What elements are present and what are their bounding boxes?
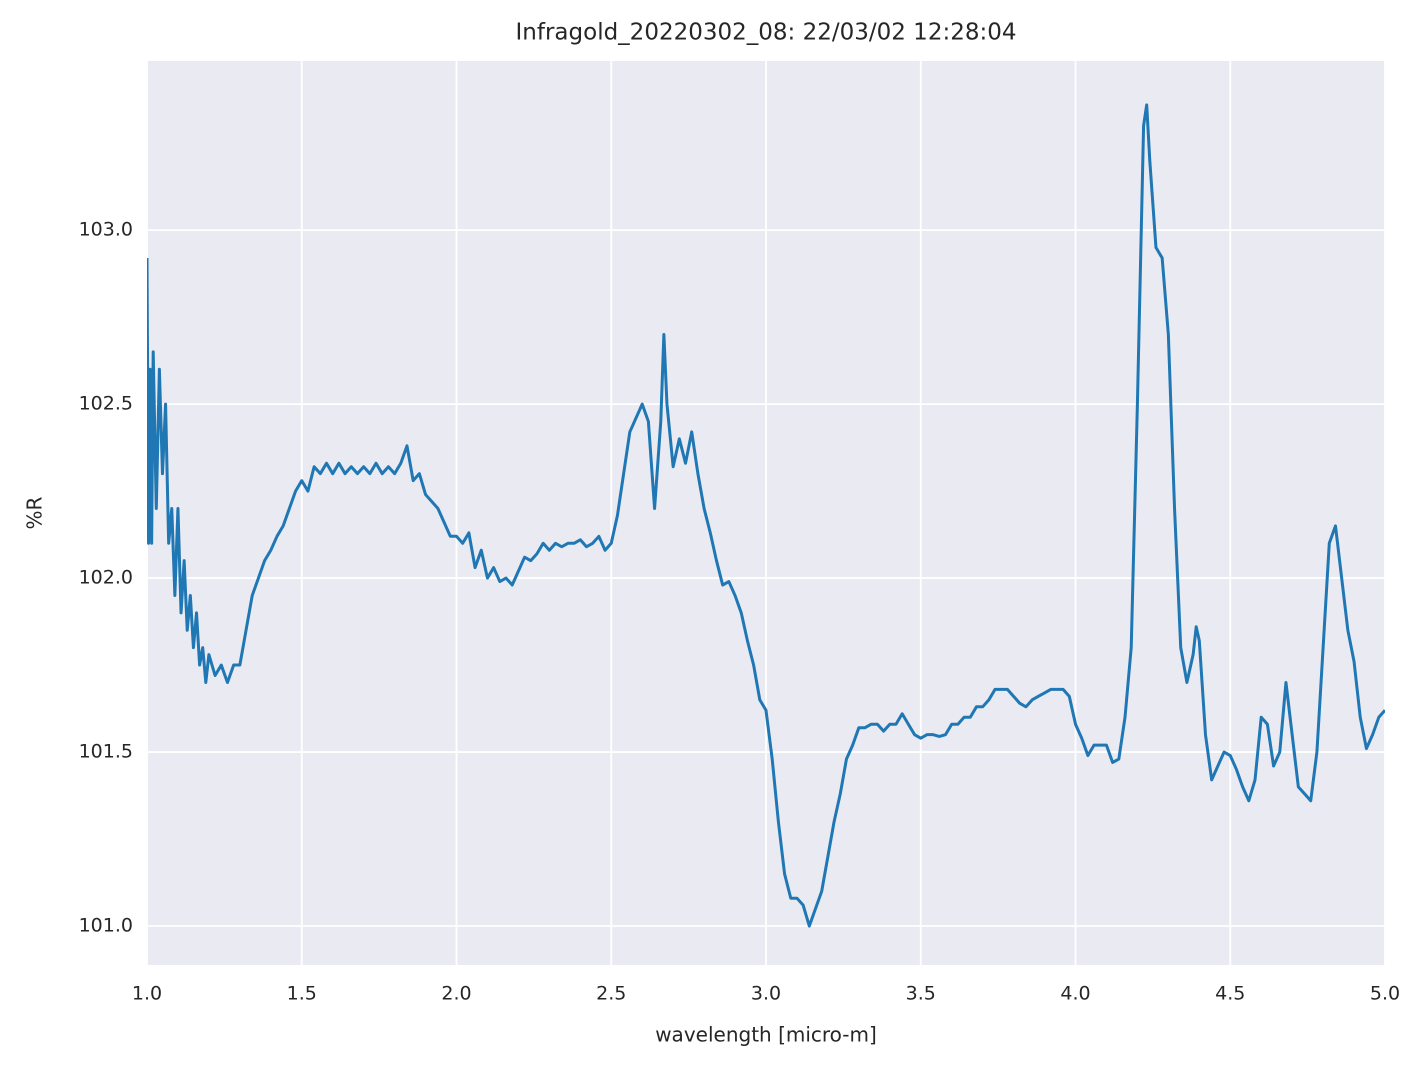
x-axis-label: wavelength [micro-m] [655, 1023, 877, 1047]
x-tick-label: 5.0 [1370, 983, 1400, 1005]
x-tick-label: 2.0 [441, 983, 471, 1005]
x-tick-label: 1.5 [287, 983, 317, 1005]
y-tick-label: 102.5 [79, 393, 133, 415]
x-tick-label: 4.0 [1060, 983, 1090, 1005]
x-tick-label: 1.0 [132, 983, 162, 1005]
chart-title: Infragold_20220302_08: 22/03/02 12:28:04 [516, 20, 1017, 46]
y-tick-label: 102.0 [79, 567, 133, 589]
x-tick-label: 2.5 [596, 983, 626, 1005]
x-tick-label: 3.0 [751, 983, 781, 1005]
y-axis-label: %R [23, 496, 47, 529]
y-tick-label: 103.0 [79, 219, 133, 241]
x-tick-label: 3.5 [906, 983, 936, 1005]
data-line [147, 103, 1385, 928]
x-tick-label: 4.5 [1215, 983, 1245, 1005]
y-tick-label: 101.5 [79, 741, 133, 763]
y-tick-label: 101.0 [79, 915, 133, 937]
